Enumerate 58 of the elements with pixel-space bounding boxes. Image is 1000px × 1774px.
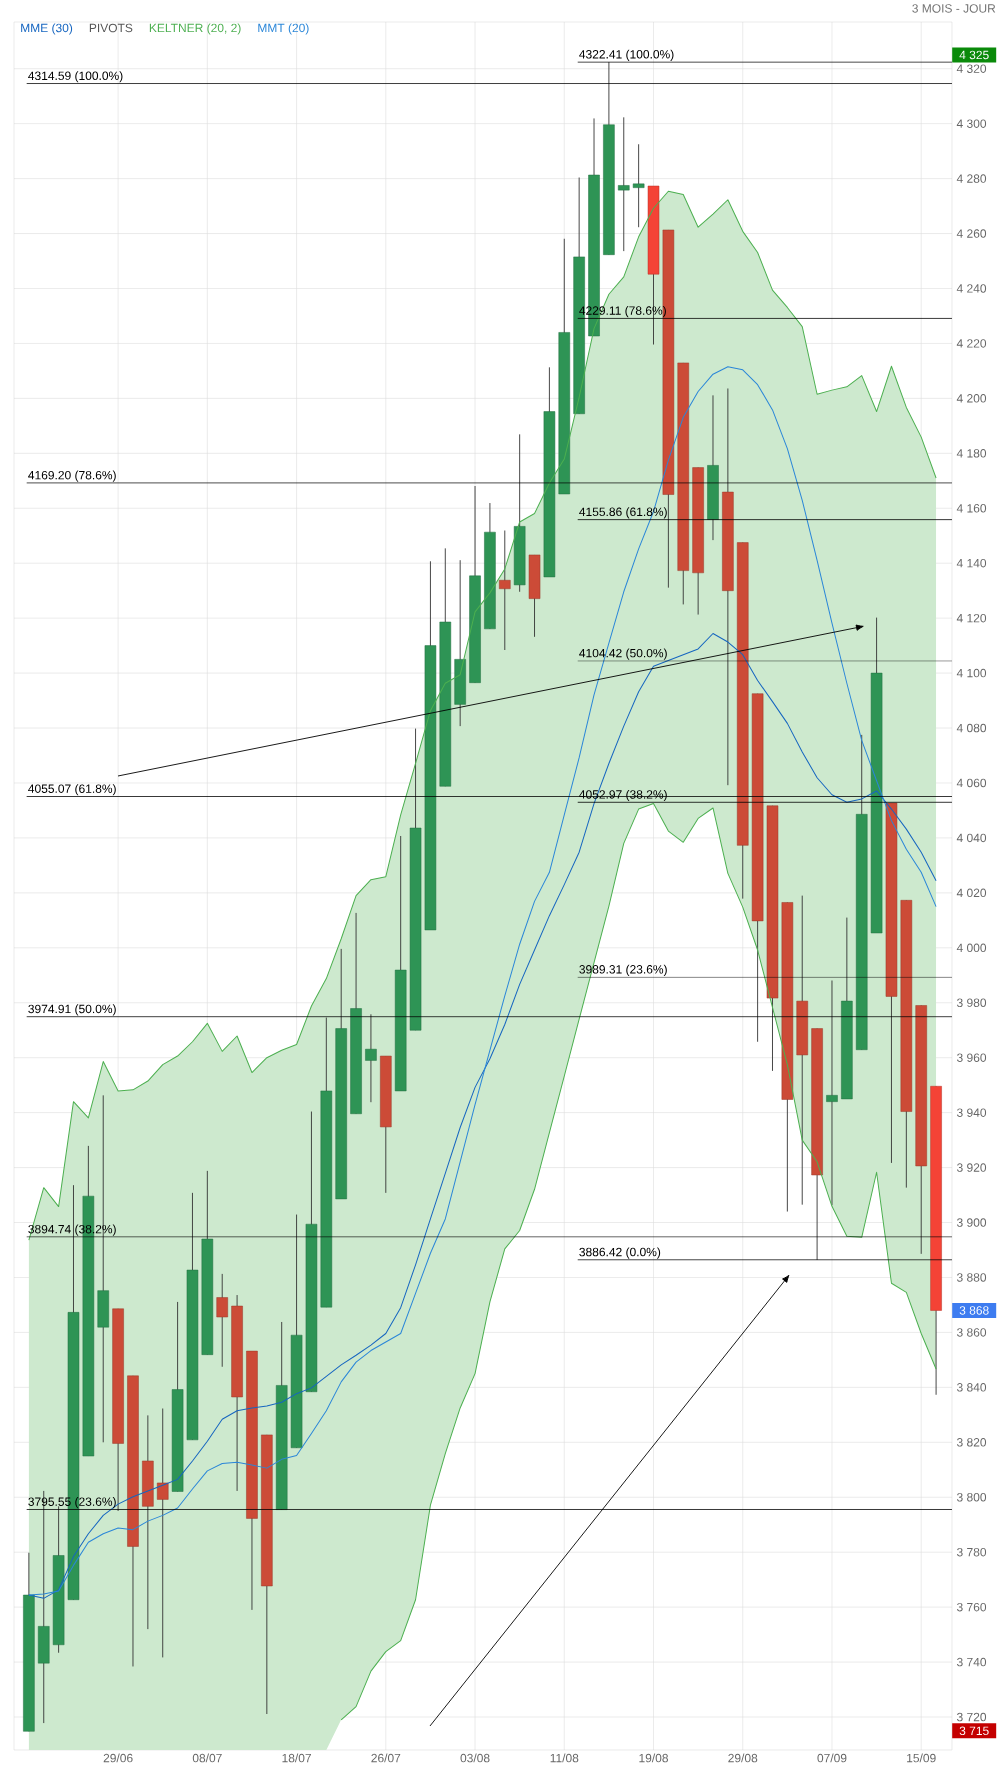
y-tick-label: 4 100 <box>956 668 987 678</box>
x-tick-label: 03/08 <box>460 1753 490 1763</box>
annotation: 3 715 <box>959 1726 989 1735</box>
annotation: 3 868 <box>959 1306 989 1315</box>
x-tick-label: 08/07 <box>192 1753 222 1763</box>
y-tick-label: 3 760 <box>956 1602 987 1612</box>
x-tick-label: 07/09 <box>817 1753 847 1763</box>
x-tick-label: 11/08 <box>550 1753 579 1763</box>
y-tick-label: 3 860 <box>956 1328 987 1337</box>
text: MME (30) <box>21 23 73 35</box>
y-tick-label: 4 180 <box>956 449 987 458</box>
ref-line-label: 3974.91 (50.0%) <box>28 1004 116 1016</box>
ref-line-label: 4169.20 (78.6%) <box>28 470 116 482</box>
y-tick-label: 4 240 <box>956 284 987 293</box>
y-tick-label: 3 820 <box>956 1438 987 1447</box>
ref-line-label: 3989.31 (23.6%) <box>579 964 667 976</box>
y-tick-label: 4 120 <box>956 613 987 623</box>
y-tick-label: 4 220 <box>956 339 987 348</box>
y-tick-label: 4 080 <box>956 723 987 733</box>
y-tick-label: 4 140 <box>956 558 987 568</box>
y-tick-label: 4 200 <box>956 394 987 403</box>
y-tick-label: 3 800 <box>956 1493 987 1502</box>
y-tick-label: 4 060 <box>956 778 987 788</box>
x-tick-label: 26/07 <box>371 1753 401 1763</box>
chart-subtitle: 3 MOIS - JOUR <box>912 4 996 13</box>
y-tick-label: 4 000 <box>956 943 987 953</box>
y-tick-label: 4 260 <box>956 229 987 238</box>
ref-line-label: 4055.07 (61.8%) <box>28 784 116 796</box>
text: KELTNER (20, 2) <box>149 23 241 35</box>
ref-line-label: 4322.41 (100.0%) <box>579 49 674 61</box>
y-tick-label: 3 920 <box>956 1163 987 1172</box>
y-tick-label: 4 160 <box>956 504 987 513</box>
y-tick-label: 3 980 <box>956 998 987 1007</box>
y-tick-label: 3 880 <box>956 1273 987 1282</box>
y-tick-label: 4 300 <box>956 119 987 128</box>
y-tick-label: 4 280 <box>956 174 987 183</box>
x-tick-label: 29/06 <box>103 1753 133 1763</box>
text: MMT (20) <box>258 23 309 35</box>
ref-line-label: 3886.42 (0.0%) <box>579 1247 661 1259</box>
y-tick-label: 3 740 <box>956 1657 987 1667</box>
x-tick-label: 15/09 <box>907 1753 936 1763</box>
y-tick-label: 4 040 <box>956 833 987 843</box>
annotation: 4 325 <box>959 50 989 60</box>
y-tick-label: 4 320 <box>956 64 987 73</box>
legend-title: PIVOTS <box>89 23 133 33</box>
ref-line-label: 4314.59 (100.0%) <box>28 71 123 83</box>
ref-line-label: 4155.86 (61.8%) <box>579 507 667 519</box>
y-tick-label: 3 900 <box>956 1218 987 1227</box>
x-tick-label: 19/08 <box>639 1753 668 1763</box>
y-tick-label: 3 780 <box>956 1547 987 1557</box>
y-tick-label: 3 840 <box>956 1383 987 1392</box>
y-tick-label: 3 960 <box>956 1053 987 1062</box>
x-tick-label: 18/07 <box>282 1753 311 1763</box>
y-tick-label: 4 020 <box>956 888 987 898</box>
y-tick-label: 3 940 <box>956 1108 987 1117</box>
x-tick-label: 29/08 <box>728 1753 758 1763</box>
ref-line-label: 4104.42 (50.0%) <box>579 648 667 660</box>
y-tick-label: 3 720 <box>956 1712 987 1722</box>
